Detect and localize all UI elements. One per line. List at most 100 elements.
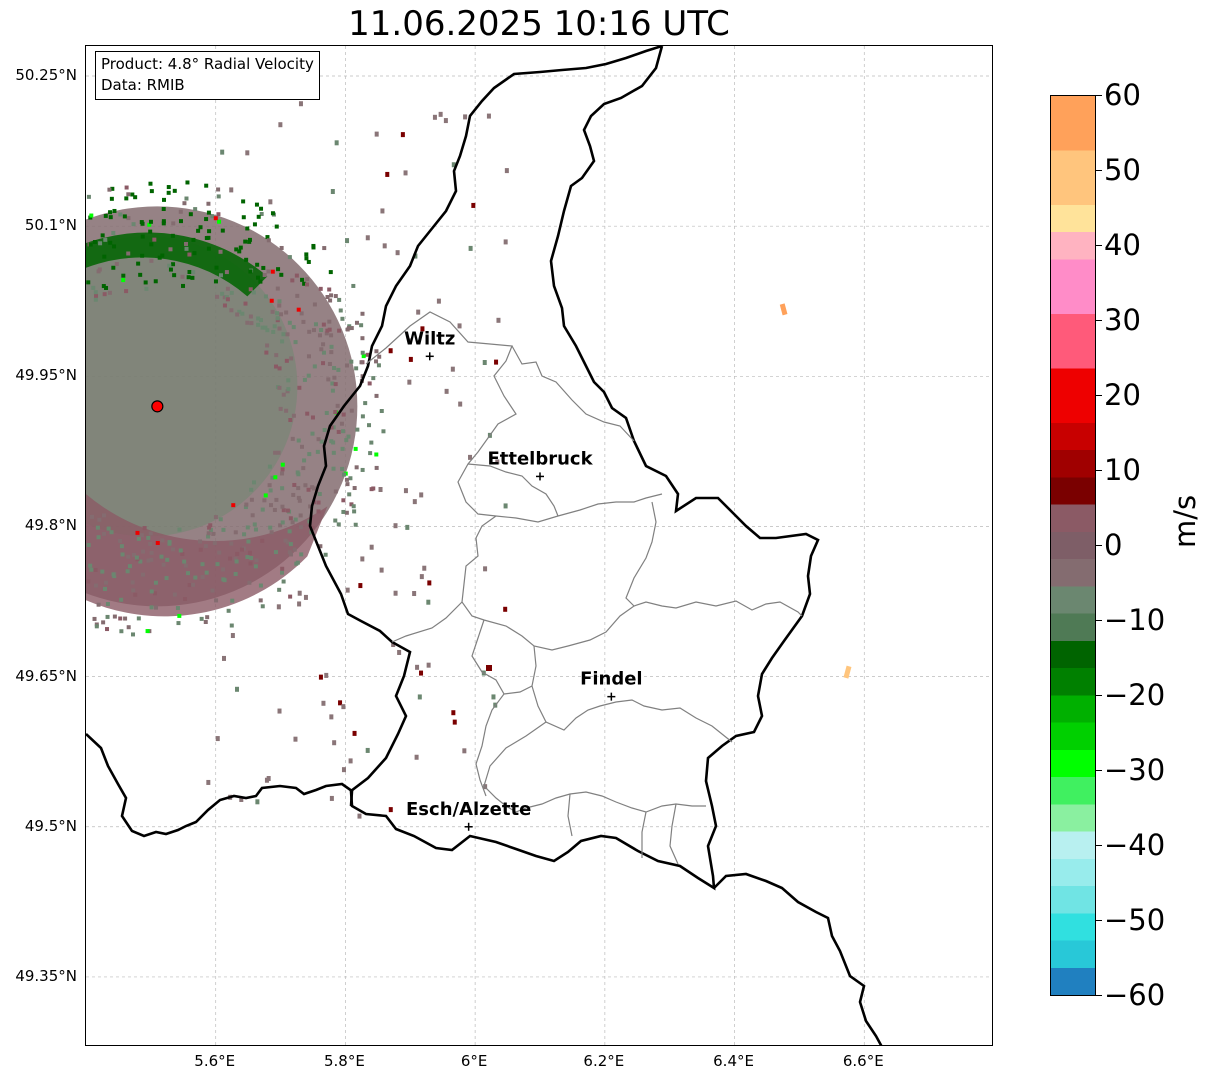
echo-pixel [270, 475, 275, 480]
echo-pixel [280, 462, 285, 467]
echo-pixel [91, 285, 96, 290]
echo-pixel [212, 541, 217, 546]
echo-pixel [172, 592, 177, 597]
echo-pixel [281, 332, 286, 337]
echo-pixel [274, 224, 279, 229]
echo-pixel [329, 425, 334, 430]
echo-pixel [360, 350, 365, 355]
echo-speck [412, 591, 417, 597]
echo-pixel [171, 221, 176, 226]
echo-pixel [192, 251, 197, 256]
echo-pixel [187, 252, 192, 257]
echo-speck [278, 122, 283, 128]
echo-speck [369, 544, 374, 550]
echo-pixel [243, 505, 248, 510]
echo-pixel [379, 409, 384, 414]
echo-pixel [285, 508, 290, 513]
echo-pixel [260, 538, 265, 543]
echo-pixel [226, 608, 231, 613]
echo-pixel [94, 293, 99, 298]
echo-pixel [107, 290, 112, 295]
echo-pixel [288, 542, 293, 547]
colorbar-tick-mark [1096, 395, 1102, 396]
echo-pixel [319, 439, 324, 444]
echo-pixel [353, 446, 358, 451]
echo-pixel [171, 262, 176, 267]
echo-speck [391, 642, 396, 648]
echo-pixel [300, 277, 305, 282]
echo-pixel [102, 292, 107, 297]
echo-pixel [283, 538, 288, 543]
echo-pixel [213, 515, 218, 520]
echo-pixel [126, 192, 131, 197]
echo-pixel [211, 531, 216, 536]
echo-pixel [360, 467, 365, 472]
echo-pixel [296, 472, 301, 477]
colorbar-tick-mark [1096, 320, 1102, 321]
echo-pixel [277, 587, 282, 592]
echo-pixel [253, 564, 258, 569]
echo-pixel [193, 207, 198, 212]
echo-speck [403, 488, 408, 494]
echo-pixel [222, 295, 227, 300]
echo-pixel [354, 320, 359, 325]
echo-speck [365, 747, 370, 753]
echo-pixel [248, 269, 253, 274]
echo-pixel [222, 303, 227, 308]
echo-pixel [198, 539, 203, 544]
echo-pixel [307, 452, 312, 457]
echo-pixel [273, 550, 278, 555]
echo-pixel [138, 272, 143, 277]
echo-pixel [245, 555, 250, 560]
echo-pixel [208, 527, 213, 532]
echo-speck [352, 730, 357, 736]
echo-pixel [331, 450, 336, 455]
echo-pixel [168, 247, 173, 252]
echo-pixel [176, 621, 181, 626]
echo-pixel [277, 299, 282, 304]
radar-map[interactable]: Wiltz Ettelbruck Findel Esch/Alzette [85, 45, 993, 1046]
colorbar-tick-label: −20 [1104, 678, 1166, 712]
echo-pixel [278, 523, 283, 528]
echo-pixel [344, 438, 349, 443]
echo-pixel [306, 373, 311, 378]
lat-tick-label: 49.35°N [15, 966, 77, 985]
echo-pixel [119, 629, 124, 634]
echo-pixel [182, 201, 187, 206]
echo-pixel [214, 598, 219, 603]
echo-pixel [140, 253, 145, 258]
echo-pixel [92, 240, 97, 245]
echo-pixel [120, 552, 125, 557]
echo-pixel [330, 381, 335, 386]
echo-speck [444, 388, 449, 394]
echo-pixel [216, 194, 221, 199]
echo-pixel [245, 226, 250, 231]
echo-pixel [93, 297, 98, 302]
echo-pixel [374, 465, 379, 470]
echo-pixel [264, 350, 269, 355]
echo-speck [503, 239, 508, 245]
echo-pixel [277, 303, 282, 308]
echo-pixel [299, 311, 304, 316]
echo-speck [451, 710, 456, 716]
colorbar-tick-label: −50 [1104, 903, 1166, 937]
echo-pixel [292, 547, 297, 552]
echo-speck [318, 674, 323, 680]
echo-pixel [263, 294, 268, 299]
echo-pixel [160, 538, 165, 543]
echo-speck [341, 767, 346, 773]
echo-pixel [102, 586, 107, 591]
echo-pixel [206, 201, 211, 206]
echo-pixel [187, 269, 192, 274]
echo-pixel [105, 601, 110, 606]
echo-pixel [108, 215, 113, 220]
echo-pixel [148, 229, 153, 234]
echo-pixel [331, 425, 336, 430]
echo-pixel [326, 377, 331, 382]
echo-pixel [112, 244, 117, 249]
echo-pixel [88, 215, 93, 220]
echo-speck [235, 686, 240, 692]
echo-pixel [360, 414, 365, 419]
echo-pixel [327, 361, 332, 366]
echo-pixel [225, 297, 230, 302]
